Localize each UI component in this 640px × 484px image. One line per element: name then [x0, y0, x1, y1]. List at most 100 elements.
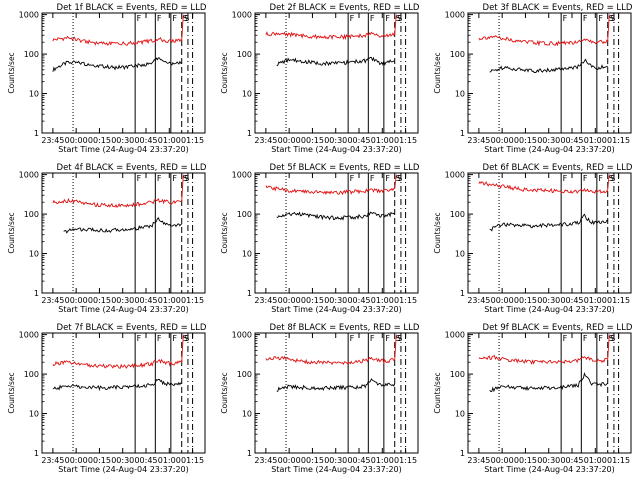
y-tick-label: 1000 — [445, 331, 465, 340]
x-tick-label: 01:15 — [181, 456, 204, 465]
saa-marker-label: S — [609, 174, 614, 183]
flare-marker-label: F — [172, 334, 177, 343]
x-tick-label: 00:15 — [301, 456, 324, 465]
x-tick-label: 01:15 — [394, 456, 417, 465]
flare-marker-label: F — [385, 174, 390, 183]
y-axis-label: Counts/sec — [7, 372, 16, 413]
x-tick-label: 01:00 — [371, 296, 394, 305]
lld-series-line — [52, 14, 184, 47]
events-series-line — [489, 58, 608, 73]
events-series-line — [63, 216, 182, 234]
x-axis-label: Start Time (24-Aug-04 23:37:20) — [271, 305, 402, 314]
y-axis-label: Counts/sec — [220, 212, 229, 253]
y-axis-label: Counts/sec — [433, 212, 442, 253]
x-tick-label: 00:00 — [65, 296, 88, 305]
flare-marker-label: F — [157, 334, 162, 343]
x-axis-label: Start Time (24-Aug-04 23:37:20) — [58, 305, 189, 314]
flare-marker-label: F — [598, 14, 603, 23]
lld-series-line — [478, 174, 610, 195]
flare-marker-label: F — [172, 14, 177, 23]
flare-marker-label: F — [598, 334, 603, 343]
flare-marker-label: F — [172, 174, 177, 183]
x-tick-label: 00:30 — [111, 136, 134, 145]
x-tick-label: 00:30 — [111, 456, 134, 465]
x-axis-label: Start Time (24-Aug-04 23:37:20) — [271, 465, 402, 474]
events-series-line — [276, 211, 395, 221]
flare-marker-label: F — [563, 334, 568, 343]
x-tick-label: 00:45 — [134, 296, 157, 305]
x-tick-label: 00:00 — [491, 456, 514, 465]
flare-marker-label: F — [370, 334, 375, 343]
x-tick-label: 00:30 — [324, 296, 347, 305]
y-tick-label: 1 — [460, 289, 465, 298]
x-tick-label: 00:30 — [537, 136, 560, 145]
panel-svg: Det 6f BLACK = Events, RED = LLD 1 10 100 10… — [433, 163, 633, 314]
x-tick-label: 01:00 — [584, 456, 607, 465]
saa-marker-label-overlay: S — [184, 334, 189, 343]
flare-marker-label: F — [385, 334, 390, 343]
saa-marker-label-overlay: S — [610, 14, 615, 23]
x-tick-label: 00:00 — [65, 456, 88, 465]
x-tick-label: 00:30 — [537, 296, 560, 305]
y-tick-label: 100 — [237, 210, 252, 219]
x-tick-label: 00:15 — [514, 136, 537, 145]
x-tick-label: 00:30 — [324, 136, 347, 145]
x-tick-label: 00:00 — [278, 456, 301, 465]
flare-marker-label: F — [583, 14, 588, 23]
plot-frame — [41, 12, 206, 134]
y-tick-label: 1000 — [19, 331, 39, 340]
x-tick-label: 01:00 — [371, 136, 394, 145]
y-tick-label: 1000 — [445, 171, 465, 180]
x-tick-label: 23:45 — [467, 456, 490, 465]
panel-title: Det 8f BLACK = Events, RED = LLD — [270, 323, 420, 333]
x-tick-label: 00:15 — [301, 296, 324, 305]
x-tick-label: 01:00 — [158, 296, 181, 305]
detector-panel-3: Det 3f BLACK = Events, RED = LLD 1 10 100 10… — [426, 0, 639, 164]
saa-marker-label: S — [396, 174, 401, 183]
x-tick-label: 00:00 — [278, 296, 301, 305]
panel-svg: Det 9f BLACK = Events, RED = LLD 1 10 100 10… — [433, 323, 633, 474]
x-tick-label: 23:45 — [254, 136, 277, 145]
y-tick-label: 100 — [450, 50, 465, 59]
flare-marker-label: F — [385, 14, 390, 23]
flare-marker-label: F — [137, 174, 142, 183]
x-tick-label: 00:15 — [514, 456, 537, 465]
y-tick-label: 1 — [247, 129, 252, 138]
x-tick-label: 01:15 — [181, 296, 204, 305]
y-tick-label: 1 — [460, 129, 465, 138]
saa-marker-label-overlay: S — [397, 334, 402, 343]
x-tick-label: 00:45 — [347, 296, 370, 305]
y-tick-label: 100 — [24, 370, 39, 379]
lld-series-line — [478, 334, 610, 365]
x-axis-label: Start Time (24-Aug-04 23:37:20) — [484, 145, 615, 154]
lld-series-line — [265, 14, 397, 41]
flare-marker-label: F — [563, 174, 568, 183]
x-tick-label: 00:45 — [560, 136, 583, 145]
x-tick-label: 01:15 — [181, 136, 204, 145]
plot-frame — [254, 332, 419, 454]
x-tick-label: 01:15 — [394, 296, 417, 305]
y-tick-label: 1 — [460, 449, 465, 458]
y-tick-label: 1 — [34, 129, 39, 138]
y-axis-label: Counts/sec — [7, 52, 16, 93]
panel-title: Det 9f BLACK = Events, RED = LLD — [483, 323, 633, 333]
saa-marker-label: S — [183, 174, 188, 183]
x-tick-label: 00:45 — [560, 296, 583, 305]
plot-frame — [41, 332, 206, 454]
saa-marker-label-overlay: S — [610, 334, 615, 343]
detector-panel-4: Det 4f BLACK = Events, RED = LLD 1 10 100 10… — [0, 160, 213, 324]
y-tick-label: 10 — [29, 250, 39, 259]
y-tick-label: 10 — [242, 250, 252, 259]
x-tick-label: 00:30 — [537, 456, 560, 465]
y-tick-label: 100 — [237, 50, 252, 59]
x-tick-label: 00:45 — [347, 456, 370, 465]
flare-marker-label: F — [137, 14, 142, 23]
x-tick-label: 23:45 — [254, 456, 277, 465]
y-tick-label: 1 — [247, 449, 252, 458]
panel-svg: Det 1f BLACK = Events, RED = LLD 1 10 100 10… — [7, 3, 207, 154]
panel-svg: Det 3f BLACK = Events, RED = LLD 1 10 100 10… — [433, 3, 633, 154]
detector-panel-1: Det 1f BLACK = Events, RED = LLD 1 10 100 10… — [0, 0, 213, 164]
x-tick-label: 01:15 — [607, 136, 630, 145]
flare-marker-label: F — [598, 174, 603, 183]
y-tick-label: 10 — [29, 410, 39, 419]
